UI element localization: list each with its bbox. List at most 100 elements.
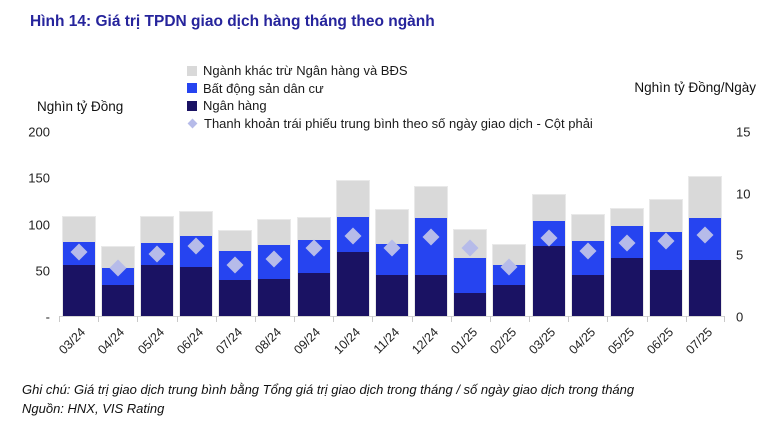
bar-segment-ngan-hang: [493, 284, 526, 316]
legend: Ngành khác trừ Ngân hàng và BĐS Bất động…: [187, 62, 593, 132]
bar-segment-ngan-hang: [375, 275, 408, 316]
bar-segment-nganh-khac: [493, 244, 526, 266]
bar-segment-nganh-khac: [375, 209, 408, 244]
x-axis-label: 05/25: [604, 325, 637, 358]
bar-segment-ngan-hang: [140, 265, 173, 316]
x-axis-label: 03/24: [56, 325, 89, 358]
footer: Ghi chú: Giá trị giao dịch trung bình bằ…: [22, 381, 634, 418]
legend-item-bank: Ngân hàng: [187, 97, 593, 115]
bar-segment-nganh-khac: [415, 187, 448, 218]
bar-segment-ngan-hang: [532, 245, 565, 316]
bar-segment-nganh-khac: [650, 200, 683, 232]
legend-label: Thanh khoản trái phiếu trung bình theo s…: [204, 115, 593, 131]
bar-segment-nganh-khac: [336, 180, 369, 218]
bar-cell-04-25: 04/25: [566, 132, 607, 357]
x-axis-label: 07/24: [213, 325, 246, 358]
bar-cell-08-24: 08/24: [252, 132, 294, 357]
axis-tick-label: 15: [736, 124, 751, 140]
x-axis-label: 08/24: [252, 325, 285, 358]
bar-segment-nganh-khac: [532, 194, 565, 221]
bar-cell-06-25: 06/25: [644, 132, 686, 357]
bar-stack: [61, 216, 96, 316]
bar-stack: [179, 211, 214, 316]
x-axis-label: 12/24: [409, 325, 442, 358]
bar-segment-ngan-hang: [62, 265, 95, 316]
page-title: Hình 14: Giá trị TPDN giao dịch hàng thá…: [30, 13, 435, 30]
bar-segment-bds-dan-cu: [101, 267, 134, 286]
bar-stack: [570, 214, 605, 316]
x-axis-label: 10/24: [330, 325, 363, 358]
bar-cell-07-25: 07/25: [683, 132, 725, 357]
bar-stack: [100, 245, 135, 316]
bar-segment-nganh-khac: [689, 177, 722, 218]
bar-stack: [492, 243, 527, 316]
bar-segment-ngan-hang: [571, 275, 604, 316]
bar-segment-nganh-khac: [180, 212, 213, 236]
bar-segment-nganh-khac: [140, 217, 173, 243]
bar-segment-ngan-hang: [415, 275, 448, 316]
axis-tick-label: 50: [35, 263, 50, 279]
bar-cell-05-24: 05/24: [135, 132, 176, 357]
bar-cell-04-24: 04/24: [96, 132, 137, 357]
x-axis-label: 06/24: [173, 325, 207, 358]
bar-segment-bds-dan-cu: [454, 257, 487, 293]
bar-stack: [609, 207, 644, 316]
bar-cell-06-24: 06/24: [174, 132, 216, 357]
bar-segment-ngan-hang: [101, 285, 134, 316]
legend-item-residential-re: Bất động sản dân cư: [187, 80, 593, 98]
axis-tick-label: 5: [736, 247, 744, 263]
source-note: Nguồn: HNX, VIS Rating: [22, 400, 165, 416]
x-axis-label: 01/25: [448, 325, 481, 358]
diamond-icon: [187, 118, 198, 129]
bar-cell-12-24: 12/24: [409, 132, 451, 357]
bar-cell-03-25: 03/25: [527, 132, 568, 357]
bar-stack: [374, 208, 409, 316]
plot-area: 03/24 04/24 05/24 06/24 07/24 08/24 09/24 10/24…: [56, 132, 725, 357]
bar-stack: [649, 199, 684, 316]
x-axis-label: 04/25: [565, 325, 598, 358]
gray-square-icon: [187, 65, 197, 76]
navy-square-icon: [187, 100, 197, 111]
bar-segment-nganh-khac: [62, 217, 95, 242]
x-axis-label: 04/24: [95, 325, 128, 358]
axis-tick-label: -: [45, 309, 50, 325]
footnote: Ghi chú: Giá trị giao dịch trung bình bằ…: [22, 382, 635, 397]
x-axis-label: 09/24: [291, 325, 324, 358]
x-axis-label: 07/25: [683, 325, 716, 358]
bar-segment-nganh-khac: [101, 246, 134, 268]
axis-tick-label: 150: [28, 170, 50, 186]
left-axis-title: Nghìn tỷ Đồng: [37, 99, 124, 114]
bar-segment-ngan-hang: [219, 279, 252, 316]
bar-segment-nganh-khac: [219, 230, 252, 252]
bar-segment-nganh-khac: [258, 219, 291, 245]
bar-segment-nganh-khac: [610, 208, 643, 227]
legend-item-other: Ngành khác trừ Ngân hàng và BĐS: [187, 62, 593, 80]
bar-cell-03-24: 03/24: [56, 132, 98, 357]
right-axis-title: Nghìn tỷ Đồng/Ngày: [634, 80, 756, 95]
bar-cell-09-24: 09/24: [292, 132, 333, 357]
axis-tick-label: 0: [736, 309, 744, 325]
bar-segment-ngan-hang: [297, 273, 330, 316]
bar-cell-10-24: 10/24: [331, 132, 372, 357]
legend-label: Ngân hàng: [203, 98, 267, 114]
legend-item-liquidity: Thanh khoản trái phiếu trung bình theo s…: [187, 115, 593, 133]
bar-segment-ngan-hang: [258, 279, 291, 316]
bar-stack: [335, 179, 370, 316]
blue-square-icon: [187, 83, 197, 94]
x-axis-label: 02/25: [487, 325, 520, 358]
legend-label: Bất động sản dân cư: [203, 80, 324, 96]
bar-segment-ngan-hang: [689, 259, 722, 316]
axis-tick-label: 200: [28, 124, 50, 140]
bar-segment-ngan-hang: [180, 266, 213, 316]
bar-cell-07-24: 07/24: [213, 132, 255, 357]
x-axis-label: 06/25: [644, 325, 677, 358]
axis-tick-label: 100: [28, 217, 50, 232]
legend-label: Ngành khác trừ Ngân hàng và BĐS: [203, 63, 408, 79]
x-axis-label: 03/25: [526, 325, 559, 358]
bar-stack: [139, 216, 174, 316]
bar-cell-05-25: 05/25: [605, 132, 646, 357]
bar-cell-01-25: 01/25: [448, 132, 490, 357]
bar-cell-11-24: 11/24: [371, 132, 411, 356]
bar-stack: [218, 229, 253, 316]
